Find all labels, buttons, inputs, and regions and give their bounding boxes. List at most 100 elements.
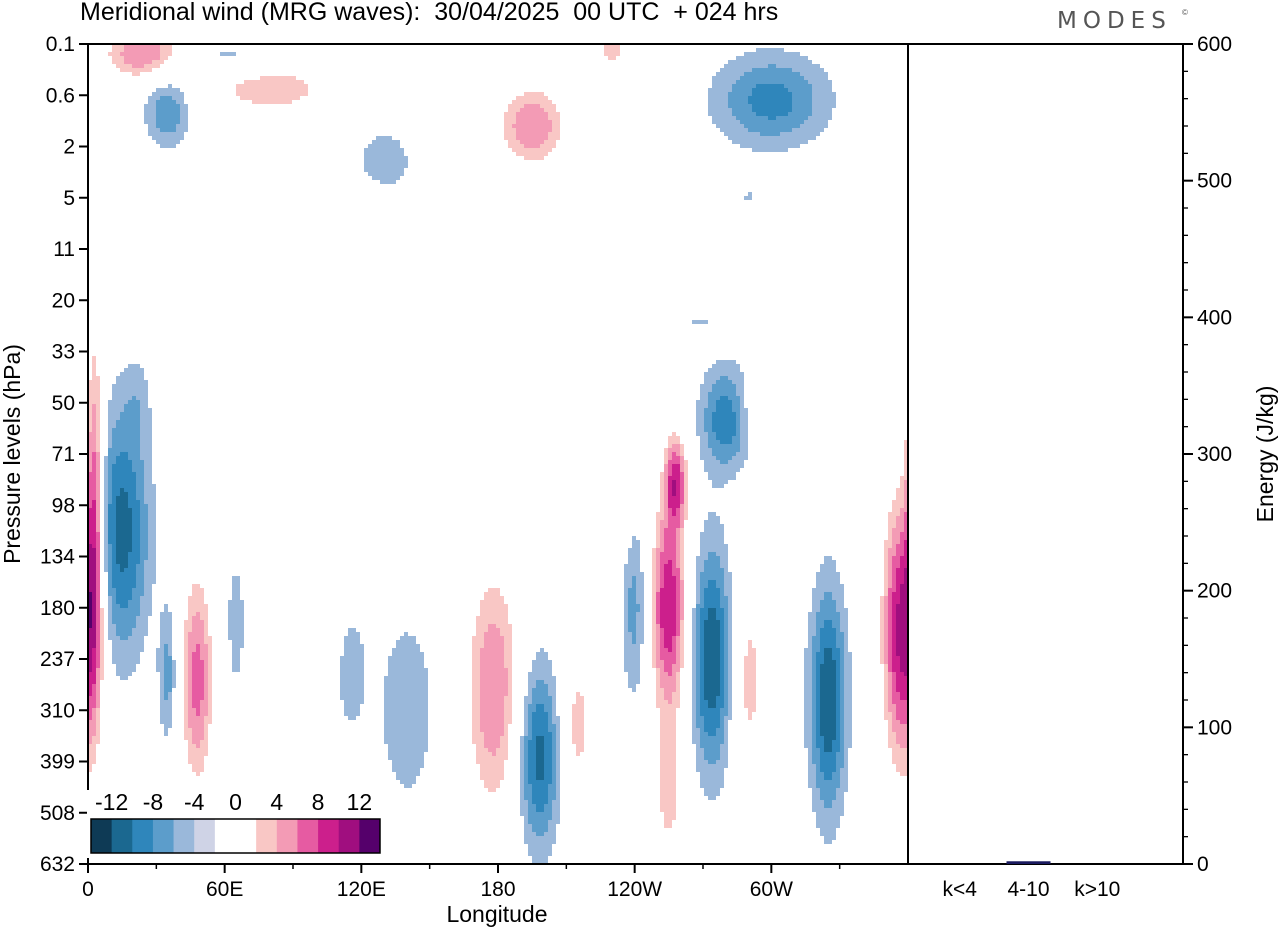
heatmap-cell (204, 768, 212, 772)
heatmap-cell (548, 728, 556, 732)
heatmap-cell (820, 564, 836, 568)
heatmap-cell (884, 608, 888, 612)
heatmap-cell (180, 660, 184, 664)
heatmap-cell (892, 752, 908, 756)
heatmap-cell (884, 744, 888, 748)
heatmap-cell (684, 620, 688, 624)
heatmap-cell (164, 60, 176, 64)
heatmap-cell (652, 608, 656, 612)
heatmap-cell (112, 580, 136, 584)
heatmap-cell (896, 492, 904, 496)
heatmap-cell (204, 684, 208, 688)
heatmap-cell (96, 752, 104, 756)
heatmap-cell (684, 464, 688, 468)
heatmap-cell (136, 568, 144, 572)
heatmap-cell (692, 736, 700, 740)
heatmap-cell (568, 736, 572, 740)
heatmap-cell (756, 684, 764, 688)
heatmap-cell (896, 516, 904, 520)
heatmap-cell (724, 568, 728, 572)
heatmap-cell (568, 740, 572, 744)
heatmap-cell (668, 460, 680, 464)
heatmap-cell (88, 656, 92, 660)
heatmap-cell (96, 680, 100, 684)
heatmap-cell (616, 492, 624, 496)
heatmap-cell (668, 504, 680, 508)
heatmap-cell (648, 624, 652, 628)
heatmap-cell (892, 712, 896, 716)
heatmap-cell (528, 844, 552, 848)
heatmap-cell (388, 744, 428, 748)
heatmap-cell (344, 640, 360, 644)
heatmap-cell (88, 600, 92, 604)
heatmap-cell (740, 636, 764, 640)
heatmap-cell (676, 556, 680, 560)
heatmap-cell (188, 560, 208, 564)
heatmap-cell (136, 620, 148, 624)
heatmap-cell (696, 668, 700, 672)
heatmap-cell (904, 484, 908, 488)
heatmap-cell (840, 784, 848, 788)
heatmap-cell (676, 564, 680, 568)
heatmap-cell (680, 452, 684, 456)
heatmap-cell (172, 96, 184, 100)
heatmap-cell (680, 540, 684, 544)
heatmap-cell (648, 632, 652, 636)
heatmap-cell (632, 580, 636, 584)
heatmap-cell (96, 648, 100, 652)
heatmap-cell (460, 224, 492, 228)
heatmap-cell (696, 688, 700, 692)
heatmap-cell (724, 592, 732, 596)
heatmap-cell (652, 752, 660, 756)
heatmap-cell (92, 296, 96, 300)
heatmap-cell (880, 724, 888, 728)
heatmap-cell (672, 700, 680, 704)
heatmap-cell (900, 508, 908, 512)
heatmap-cell (624, 656, 640, 660)
heatmap-cell (624, 644, 640, 648)
heatmap-cell (180, 692, 184, 696)
heatmap-cell (680, 596, 684, 600)
heatmap-cell (672, 636, 676, 640)
heatmap-cell (808, 780, 816, 784)
heatmap-cell (624, 636, 632, 640)
heatmap-cell (108, 436, 112, 440)
heatmap-cell (108, 408, 124, 412)
heatmap-cell (544, 764, 552, 768)
heatmap-cell (832, 624, 840, 628)
heatmap-cell (480, 712, 504, 716)
heatmap-cell (756, 648, 764, 652)
heatmap-cell (660, 732, 676, 736)
heatmap-cell (132, 468, 144, 472)
heatmap-cell (168, 652, 172, 656)
heatmap-cell (692, 688, 696, 692)
heatmap-cell (116, 516, 132, 520)
heatmap-cell (124, 368, 144, 372)
heatmap-cell (652, 624, 656, 628)
heatmap-cell (876, 676, 884, 680)
heatmap-cell (736, 392, 744, 396)
y-tick-label: 33 (52, 341, 75, 364)
heatmap-cell (648, 560, 652, 564)
heatmap-cell (756, 696, 764, 700)
heatmap-cell (884, 644, 888, 648)
y-tick-label: 71 (52, 443, 75, 466)
heatmap-cell (128, 604, 140, 608)
heatmap-cell (192, 548, 200, 552)
heatmap-cell (892, 628, 896, 632)
heatmap-cell (600, 60, 624, 64)
heatmap-cell (692, 708, 696, 712)
heatmap-cell (720, 724, 724, 728)
heatmap-cell (888, 472, 904, 476)
heatmap-cell (548, 112, 560, 116)
heatmap-cell (660, 480, 664, 484)
heatmap-cell (808, 80, 832, 84)
heatmap-cell (824, 744, 832, 748)
heatmap-cell (700, 620, 704, 624)
heatmap-cell (156, 108, 180, 112)
heatmap-cell (100, 532, 104, 536)
heatmap-cell (712, 424, 736, 428)
heatmap-cell (92, 308, 100, 312)
heatmap-cell (716, 612, 724, 616)
heatmap-cell (388, 656, 424, 660)
